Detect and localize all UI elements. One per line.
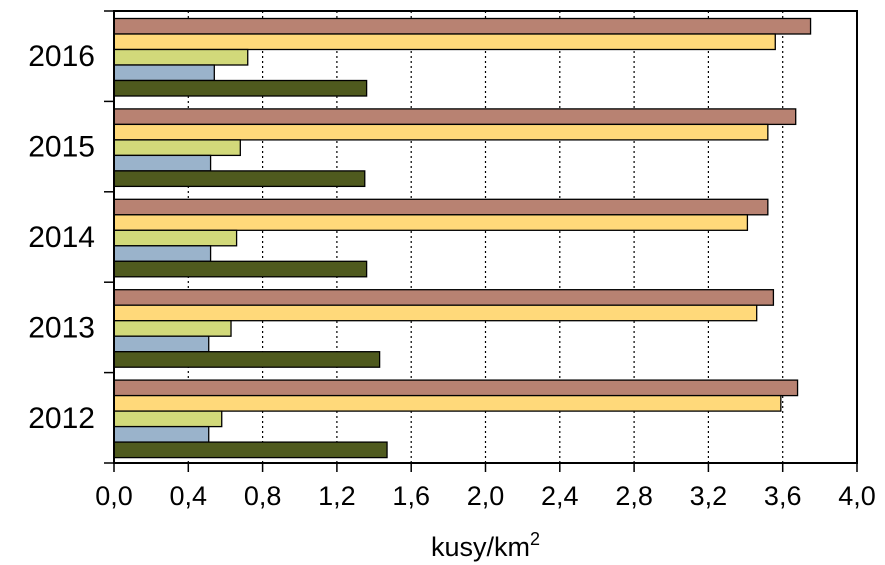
bar-2013-series-2 [113,335,210,353]
x-tick-label: 0,8 [244,481,282,511]
bar-2015-series-2 [113,154,212,172]
bar-2016-series-3 [113,48,249,66]
bar-2012-series-2 [113,425,210,443]
bar-2014-series-1 [113,260,368,278]
bar-2014-series-3 [113,229,238,247]
axis-ticks [104,10,858,472]
y-category-label: 2012 [28,402,95,435]
bar-2013-series-5 [113,289,775,306]
x-tick-label: 0,4 [170,481,208,511]
x-axis-title: kusy/km2 [431,529,540,562]
bar-2015-series-4 [113,123,769,141]
bar-2012-series-1 [113,441,388,459]
bar-2015-series-5 [113,108,797,126]
bar-2013-series-3 [113,320,232,337]
bar-2016-series-2 [113,64,215,82]
x-tick-label: 2,4 [541,481,579,511]
y-category-label: 2016 [28,40,95,73]
bar-2012-series-4 [113,394,782,412]
bar-2014-series-2 [113,245,212,262]
bars [113,17,812,459]
y-category-label: 2015 [28,131,95,164]
x-tick-label: 2,8 [615,481,653,511]
x-axis-title-text: kusy/km [431,532,530,562]
x-axis-title-superscript: 2 [530,529,540,549]
bar-2012-series-3 [113,410,223,428]
bar-2016-series-5 [113,17,812,35]
x-tick-label: 4,0 [838,481,876,511]
bar-2013-series-4 [113,304,758,322]
x-tick-label: 3,2 [690,481,728,511]
bar-2016-series-4 [113,33,776,51]
y-category-label: 2013 [28,311,95,344]
bar-2013-series-1 [113,351,381,368]
x-tick-label: 0,0 [95,481,133,511]
bar-2015-series-3 [113,139,241,157]
bar-2012-series-5 [113,379,799,397]
x-tick-label: 1,6 [392,481,430,511]
bar-2016-series-1 [113,79,368,97]
bar-2014-series-5 [113,198,769,216]
bar-2014-series-4 [113,214,749,231]
y-category-label: 2014 [28,221,95,254]
x-tick-label: 1,2 [318,481,356,511]
bar-2015-series-1 [113,170,366,188]
axis-labels: 0,0 0,4 0,8 1,2 1,6 2,0 2,4 2,8 3,2 3,6 4,0 2012 201… [28,40,876,511]
x-tick-label: 2,0 [467,481,505,511]
x-tick-label: 3,6 [764,481,802,511]
